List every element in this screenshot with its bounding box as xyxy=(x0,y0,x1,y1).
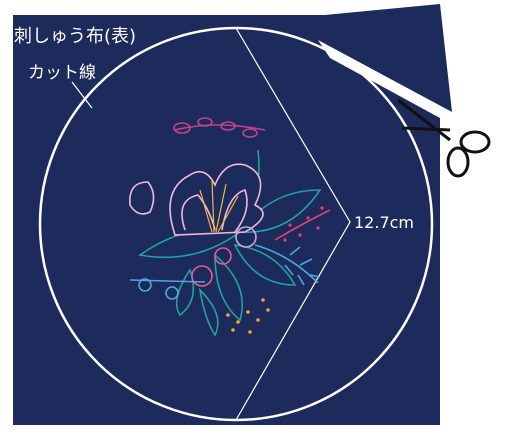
scissors xyxy=(397,98,491,178)
leader-line xyxy=(71,81,93,109)
diameter-label: 12.7cm xyxy=(354,213,414,232)
embroidery xyxy=(129,117,331,337)
diameter-guide xyxy=(235,27,351,421)
cut-slit xyxy=(318,40,452,118)
fabric-label: 刺しゅう布(表) xyxy=(14,26,136,47)
cut-line-label: カット線 xyxy=(28,63,96,83)
